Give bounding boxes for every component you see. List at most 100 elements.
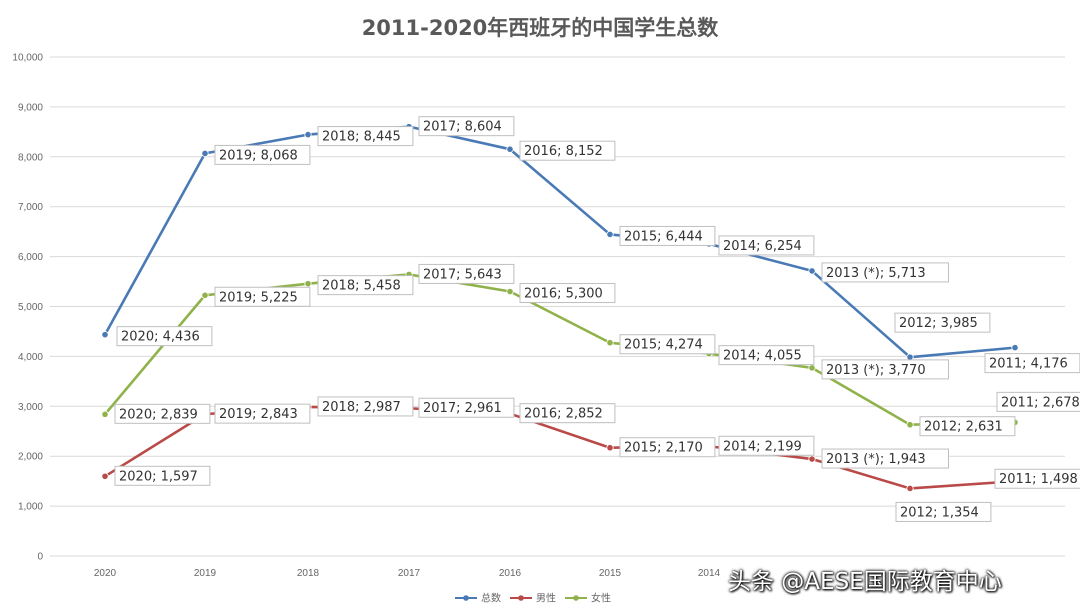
y-tick-label: 8,000: [18, 152, 43, 163]
data-label: 2011; 1,498: [994, 468, 1080, 489]
data-label-box: [821, 448, 949, 469]
data-label: 2015; 4,274: [619, 334, 716, 355]
data-label: 2013 (*); 1,943: [821, 448, 949, 469]
data-label-text: 2019; 8,068: [219, 148, 298, 163]
data-label: 2017; 5,643: [418, 263, 515, 284]
data-label-text: 2012; 2,631: [924, 420, 1003, 435]
data-label: 2019; 8,068: [214, 144, 311, 165]
data-label-box: [996, 391, 1080, 412]
data-label-text: 2018; 2,987: [322, 400, 401, 415]
data-label-text: 2020; 2,839: [119, 407, 198, 422]
data-label: 2016; 5,300: [519, 283, 616, 304]
legend: 总数 男性 女性: [455, 592, 611, 605]
data-label-box: [418, 263, 515, 284]
y-tick-label: 10,000: [12, 53, 43, 64]
data-label-box: [519, 283, 616, 304]
data-label-text: 2020; 4,436: [121, 330, 200, 345]
data-point: [906, 421, 914, 429]
series-line: [103, 125, 1016, 359]
data-point: [808, 267, 816, 275]
data-label: 2019; 5,225: [214, 286, 311, 307]
data-label: 2018; 2,987: [317, 396, 414, 417]
data-label-text: 2016; 5,300: [524, 287, 603, 302]
data-label-text: 2013 (*); 1,943: [826, 452, 926, 467]
legend-label: 男性: [536, 592, 556, 605]
data-label-box: [317, 396, 414, 417]
data-label-text: 2015; 2,170: [624, 441, 703, 456]
data-label-box: [895, 501, 992, 522]
x-axis-ticks: 2020 2019 2018 2017 2016 2015 2014: [94, 568, 721, 579]
data-label-box: [619, 437, 716, 458]
data-point: [808, 455, 816, 463]
data-label: 2020; 4,436: [116, 326, 213, 347]
data-label-text: 2015; 4,274: [624, 338, 703, 353]
data-label-box: [519, 403, 616, 424]
data-point: [304, 280, 312, 288]
data-label-box: [619, 334, 716, 355]
y-tick-label: 9,000: [18, 102, 43, 113]
data-label: 2016; 2,852: [519, 403, 616, 424]
data-point: [201, 291, 209, 299]
series-points: [101, 123, 1019, 493]
y-tick-label: 6,000: [18, 252, 43, 263]
data-label-box: [994, 468, 1080, 489]
data-label-box: [214, 144, 311, 165]
data-label-text: 2013 (*); 5,713: [826, 266, 926, 281]
y-tick-label: 1,000: [18, 502, 43, 513]
data-label-text: 2014; 6,254: [723, 239, 802, 254]
data-label-box: [418, 116, 515, 137]
data-label-text: 2017; 8,604: [423, 120, 502, 135]
data-label: 2014; 6,254: [718, 235, 815, 256]
legend-marker: [573, 595, 579, 601]
data-label-box: [894, 312, 991, 333]
data-point: [506, 145, 514, 153]
data-point: [101, 331, 109, 339]
x-tick-label: 2014: [698, 568, 721, 579]
data-label: 2012; 2,631: [919, 416, 1016, 437]
x-tick-label: 2016: [499, 568, 522, 579]
data-point: [506, 287, 514, 296]
data-label-text: 2019; 2,843: [219, 407, 298, 422]
data-label: 2011; 2,678: [996, 391, 1080, 412]
data-label-text: 2011; 1,498: [999, 472, 1078, 487]
data-point: [304, 130, 312, 139]
x-tick-label: 2019: [194, 568, 217, 579]
legend-label: 女性: [591, 592, 611, 605]
data-point: [606, 230, 614, 239]
data-label-box: [214, 403, 311, 424]
data-label: 2015; 6,444: [619, 225, 716, 246]
legend-item: 总数: [455, 592, 501, 605]
data-label-box: [214, 286, 311, 307]
data-label-text: 2018; 5,458: [322, 279, 401, 294]
y-tick-label: 0: [37, 552, 43, 563]
data-point: [906, 484, 914, 493]
data-label-box: [317, 275, 414, 296]
legend-marker: [518, 595, 524, 601]
data-label-text: 2016; 8,152: [524, 144, 603, 159]
x-tick-label: 2015: [599, 568, 622, 579]
data-label-text: 2016; 2,852: [524, 407, 603, 422]
data-label-text: 2014; 2,199: [723, 439, 802, 454]
y-tick-label: 4,000: [18, 352, 43, 363]
data-label-box: [114, 403, 211, 424]
data-label-box: [821, 359, 949, 380]
data-label-box: [919, 416, 1016, 437]
data-point: [101, 410, 109, 418]
data-point: [606, 444, 614, 452]
data-label: 2020; 2,839: [114, 403, 211, 424]
x-tick-label: 2020: [94, 568, 117, 579]
data-label-text: 2011; 4,176: [989, 357, 1068, 372]
data-label-box: [317, 126, 414, 147]
legend-marker: [463, 595, 469, 601]
x-tick-label: 2018: [297, 568, 320, 579]
data-label-text: 2020; 1,597: [119, 469, 198, 484]
y-axis-ticks: 0 1,000 2,000 3,000 4,000 5,000 6,000 7,000 8,00…: [12, 53, 43, 563]
data-label-text: 2015; 6,444: [624, 229, 703, 244]
legend-label: 总数: [481, 592, 501, 605]
chart-title: 2011-2020年西班牙的中国学生总数: [361, 16, 719, 40]
data-label: 2014; 4,055: [718, 345, 815, 366]
data-label: 2015; 2,170: [619, 437, 716, 458]
data-label-text: 2013 (*); 3,770: [826, 363, 926, 378]
data-label-text: 2019; 5,225: [219, 290, 298, 305]
